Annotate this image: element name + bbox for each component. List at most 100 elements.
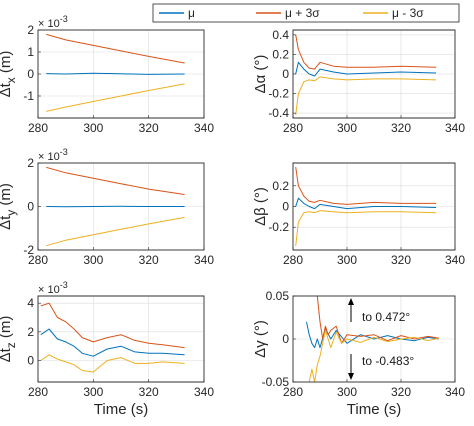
x-tick-label: 320 [391, 385, 411, 399]
annotation-text-min: to -0.483° [362, 354, 414, 368]
x-axis-label-tz: Time (s) [94, 401, 148, 418]
series-line-ty-2 [46, 216, 185, 247]
series-line-beta-2 [295, 210, 437, 246]
y-tick-label: -0.2 [268, 220, 289, 234]
series-group-tx [46, 33, 185, 112]
series-group-ty [46, 166, 185, 247]
x-tick-label: 300 [83, 121, 103, 135]
series-line-tx-2 [46, 83, 185, 112]
series-group-alpha [295, 34, 437, 116]
y-tick-label: 0.4 [272, 28, 289, 42]
series-line-tx-1 [46, 33, 185, 64]
series-line-alpha-2 [295, 76, 437, 116]
x-tick-label: 340 [445, 385, 465, 399]
series-line-tz-2 [40, 354, 185, 373]
series-line-tx-0 [46, 72, 185, 75]
legend-label-mu-minus: μ - 3σ [392, 6, 424, 20]
series-line-gamma-2 [308, 329, 439, 382]
y-axis-label-tx: Δtx (m) [0, 51, 18, 98]
y-axis-label-alpha: Δα (°) [252, 55, 269, 94]
panel-ty: 280 300 320 340 -2 0 2 × 10-3 Δty (m) [0, 147, 214, 267]
x-tick-label: 340 [194, 121, 214, 135]
x-tick-label: 320 [139, 385, 159, 399]
y-tick-label: 0 [282, 67, 289, 81]
y-tick-label: 0 [282, 332, 289, 346]
y-tick-label: 0 [282, 200, 289, 214]
arrow-up-head [348, 298, 354, 305]
y-tick-label: 0 [27, 67, 34, 81]
series-line-beta-1 [295, 167, 437, 205]
series-group-beta [295, 167, 437, 246]
x-tick-label: 280 [28, 385, 48, 399]
panel-tx: 280 300 320 340 -1 0 1 2 × 10-3 Δtx (m) [0, 14, 214, 135]
y-exponent-label: × 10-3 [38, 280, 68, 296]
panel-beta: 280 300 320 340 -0.2 0 0.2Δβ (°) [252, 162, 465, 267]
series-line-gamma-0 [306, 321, 439, 349]
series-group-tz [40, 302, 185, 373]
x-tick-label: 300 [83, 253, 103, 267]
plot-area-tz [37, 295, 205, 383]
x-tick-label: 300 [337, 385, 357, 399]
y-tick-label: 2 [27, 23, 34, 37]
y-tick-label: -0.2 [268, 87, 289, 101]
y-tick-label: 4 [27, 296, 34, 310]
x-tick-label: 340 [194, 385, 214, 399]
y-axis-label-beta: Δβ (°) [252, 187, 269, 226]
x-tick-label: 280 [283, 385, 303, 399]
y-exponent-label: × 10-3 [38, 14, 68, 30]
panel-tz: 280 300 320 340 0 2 4 × 10-3 Δtz (m) Time (s) [0, 280, 214, 418]
y-tick-label: 0.2 [272, 47, 289, 61]
legend-label-mu: μ [188, 6, 195, 20]
panel-gamma: 280 300 320 340 -0.05 0 0.05 Δγ (°) Time (s) to 0… [252, 289, 465, 418]
x-tick-label: 320 [139, 121, 159, 135]
y-tick-label: -2 [23, 243, 34, 257]
y-exponent-label: × 10-3 [38, 147, 68, 163]
x-axis-label-gamma: Time (s) [347, 401, 401, 418]
x-tick-label: 300 [337, 121, 357, 135]
panels: 280 300 320 340 -1 0 1 2 × 10-3 Δtx (m) 280 300 320 3… [0, 14, 465, 418]
y-tick-label: 0.05 [266, 289, 290, 303]
y-axis-label-tz: Δtz (m) [0, 316, 18, 363]
y-tick-label: 1 [27, 45, 34, 59]
y-axis-label-gamma: Δγ (°) [252, 320, 269, 358]
series-line-beta-0 [295, 197, 437, 210]
x-tick-label: 340 [194, 253, 214, 267]
legend: μ μ + 3σ μ - 3σ [152, 3, 460, 23]
annotation-max: to 0.472° [348, 298, 410, 324]
series-line-gamma-1 [316, 296, 439, 344]
y-tick-label: -0.4 [268, 106, 289, 120]
y-tick-label: -1 [23, 89, 34, 103]
x-tick-label: 340 [445, 253, 465, 267]
legend-label-mu-plus: μ + 3σ [285, 6, 320, 20]
x-tick-label: 280 [283, 253, 303, 267]
annotation-min: to -0.483° [348, 354, 414, 380]
y-tick-label: 0.2 [272, 179, 289, 193]
series-line-alpha-1 [295, 34, 437, 70]
legend-box [152, 3, 460, 23]
series-line-tz-1 [40, 302, 185, 349]
x-tick-label: 300 [337, 253, 357, 267]
annotation-text-max: to 0.472° [362, 310, 410, 324]
y-tick-label: 2 [27, 325, 34, 339]
series-line-alpha-0 [295, 61, 437, 77]
x-tick-label: 280 [283, 121, 303, 135]
y-tick-label: -0.05 [262, 375, 290, 389]
y-tick-label: 0 [27, 354, 34, 368]
x-tick-label: 340 [445, 121, 465, 135]
series-group-gamma [306, 296, 439, 382]
series-line-ty-1 [46, 166, 185, 195]
x-tick-label: 300 [83, 385, 103, 399]
x-tick-label: 320 [391, 253, 411, 267]
x-tick-label: 320 [139, 253, 159, 267]
axes-border [37, 295, 205, 383]
panel-alpha: 280 300 320 340 -0.4 -0.2 0 0.2 0.4Δα (°) [252, 28, 465, 135]
y-axis-label-ty: Δty (m) [0, 183, 18, 230]
x-tick-label: 320 [391, 121, 411, 135]
x-tick-label: 280 [28, 253, 48, 267]
x-tick-label: 280 [28, 121, 48, 135]
arrow-down-head [348, 373, 354, 380]
y-tick-label: 2 [27, 156, 34, 170]
y-tick-label: 0 [27, 200, 34, 214]
series-line-tz-0 [40, 328, 185, 357]
